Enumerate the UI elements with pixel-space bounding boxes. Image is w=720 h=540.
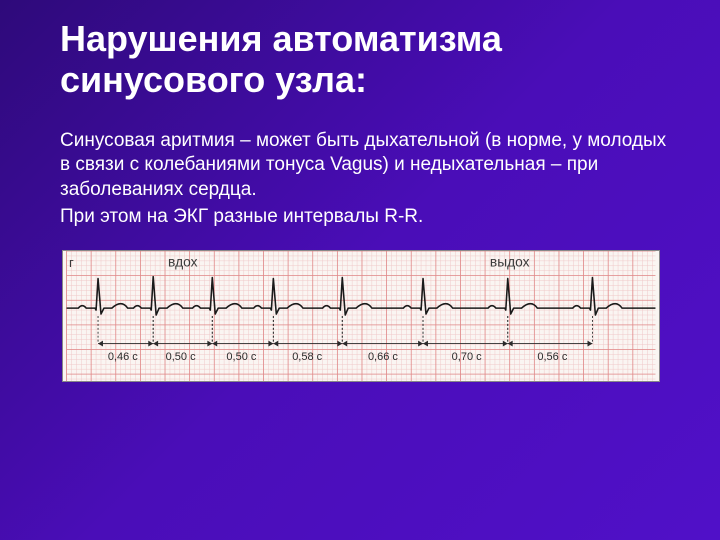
interval-label: 0,50 с — [166, 351, 196, 363]
slide-title: Нарушения автоматизма синусового узла: — [60, 18, 680, 101]
interval-label: 0,66 с — [368, 351, 398, 363]
ecg-strip: вдох выдох г 0,46 с 0,50 с 0,50 с 0,58 с 0,66… — [62, 250, 660, 382]
ecg-lead-label: г — [69, 255, 74, 270]
slide-content: Нарушения автоматизма синусового узла: С… — [0, 0, 720, 402]
interval-label: 0,70 с — [452, 351, 482, 363]
paragraph-1: Синусовая аритмия – может быть дыхательн… — [60, 129, 680, 203]
svg-text:выдох: выдох — [490, 254, 530, 269]
svg-text:вдох: вдох — [168, 254, 198, 269]
paragraph-2: При этом на ЭКГ разные интервалы R-R. — [60, 205, 680, 230]
interval-label: 0,56 с — [537, 351, 567, 363]
ecg-svg: вдох выдох — [63, 251, 659, 381]
interval-label: 0,58 с — [292, 351, 322, 363]
interval-label: 0,46 с — [108, 351, 138, 363]
slide-body: Синусовая аритмия – может быть дыхательн… — [60, 129, 680, 230]
interval-label: 0,50 с — [226, 351, 256, 363]
